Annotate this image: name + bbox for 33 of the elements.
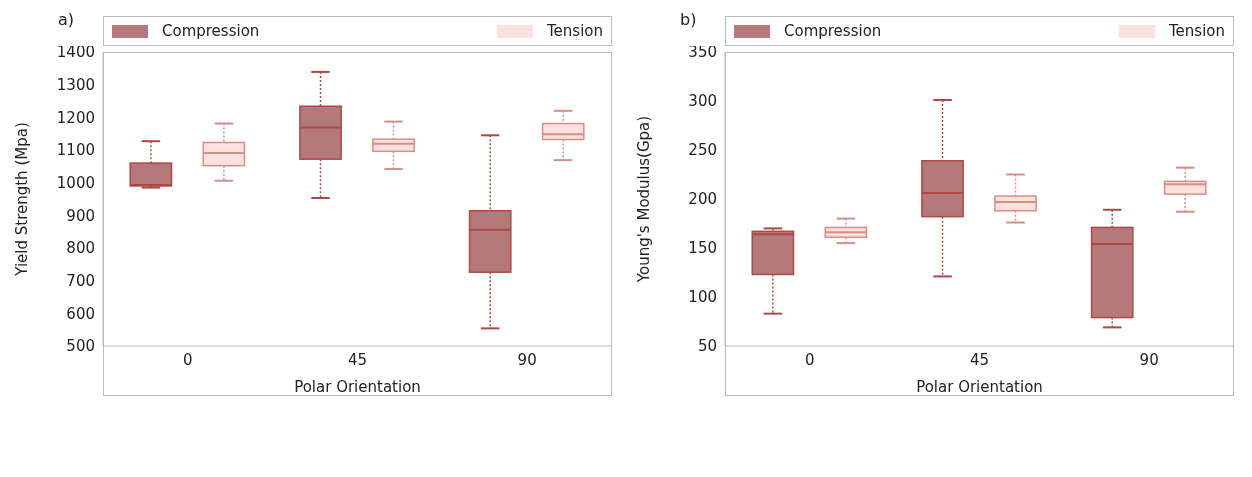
y-tick-label: 350 <box>688 43 717 62</box>
x-tick-label: 90 <box>1139 350 1159 369</box>
y-tick-label: 50 <box>697 337 717 356</box>
y-tick-label: 500 <box>66 337 95 356</box>
x-axis-title: Polar Orientation <box>916 378 1043 396</box>
legend-label: Compression <box>784 22 882 40</box>
x-axis-title: Polar Orientation <box>294 378 421 396</box>
y-tick-label: 1400 <box>56 43 95 62</box>
x-tick-label: 45 <box>347 350 368 369</box>
y-tick-label: 700 <box>66 271 95 290</box>
legend-label: Compression <box>162 22 260 40</box>
y-tick-label: 200 <box>688 190 717 209</box>
y-tick-label: 100 <box>688 288 717 307</box>
chart-title: b) <box>680 10 697 29</box>
y-tick-label: 1100 <box>56 141 95 160</box>
y-tick-label: 1200 <box>56 108 95 127</box>
y-tick-label: 250 <box>688 141 717 160</box>
legend-label: Tension <box>1168 22 1225 40</box>
y-tick-label: 1000 <box>56 173 95 192</box>
x-tick-label: 45 <box>969 350 990 369</box>
y-tick-label: 300 <box>688 92 717 111</box>
x-tick-label: 0 <box>183 350 193 369</box>
y-axis-title: Yield Strength (Mpa) <box>13 122 32 277</box>
y-tick-label: 800 <box>66 239 95 258</box>
x-tick-label: 0 <box>805 350 815 369</box>
y-tick-label: 600 <box>66 304 95 323</box>
y-tick-label: 150 <box>688 239 717 258</box>
chart-title: a) <box>58 10 75 29</box>
legend-label: Tension <box>546 22 603 40</box>
y-axis-title: Young's Modulus(Gpa) <box>635 115 654 284</box>
x-tick-label: 90 <box>517 350 537 369</box>
y-tick-label: 900 <box>66 206 95 225</box>
y-tick-label: 1300 <box>56 75 95 94</box>
